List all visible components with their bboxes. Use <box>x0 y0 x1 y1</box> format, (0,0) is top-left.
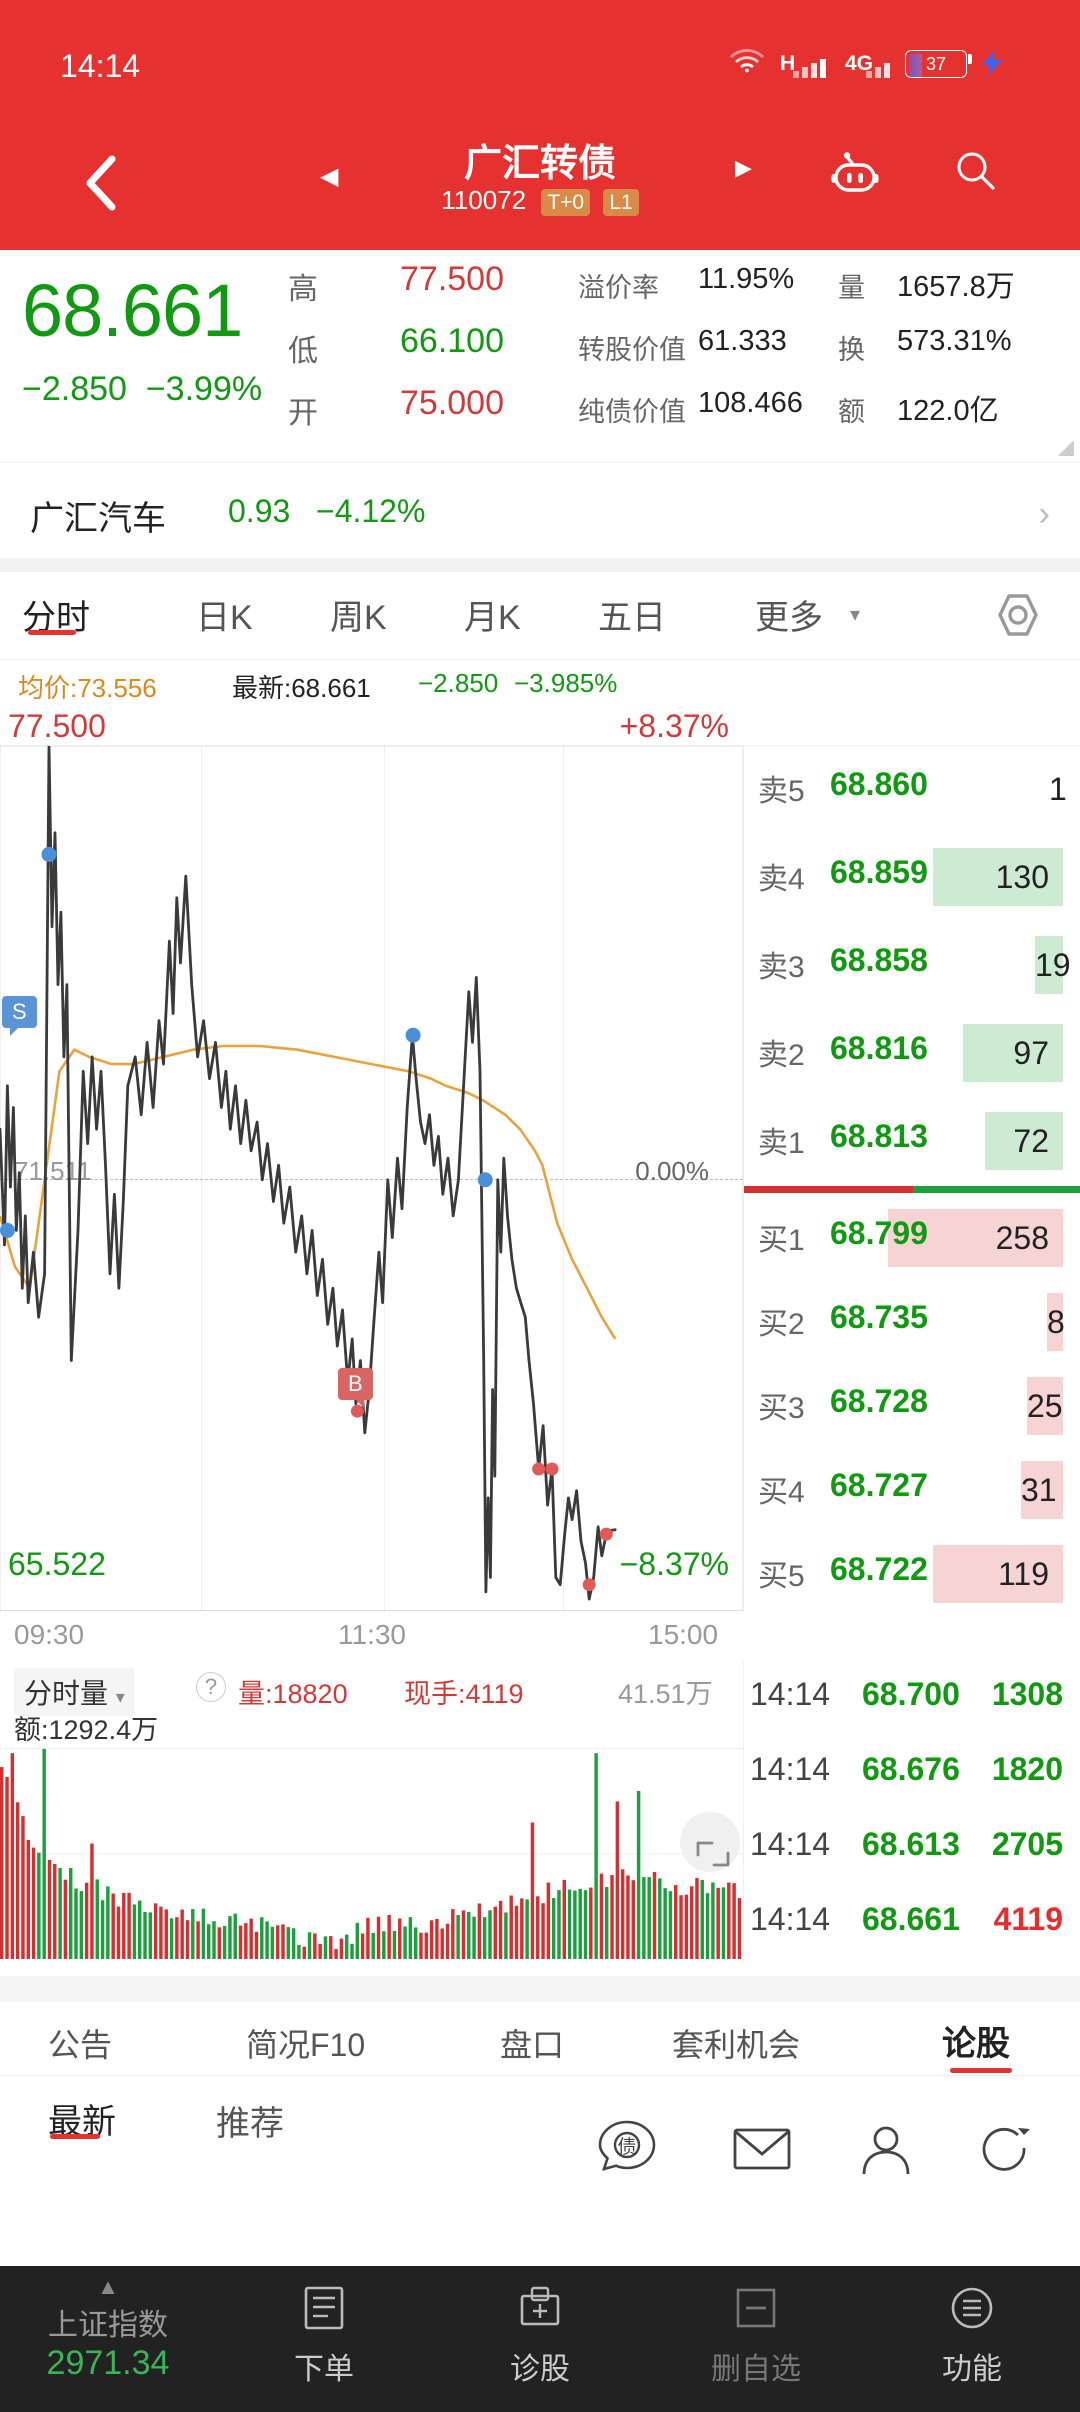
svg-text:债: 债 <box>617 2136 636 2158</box>
